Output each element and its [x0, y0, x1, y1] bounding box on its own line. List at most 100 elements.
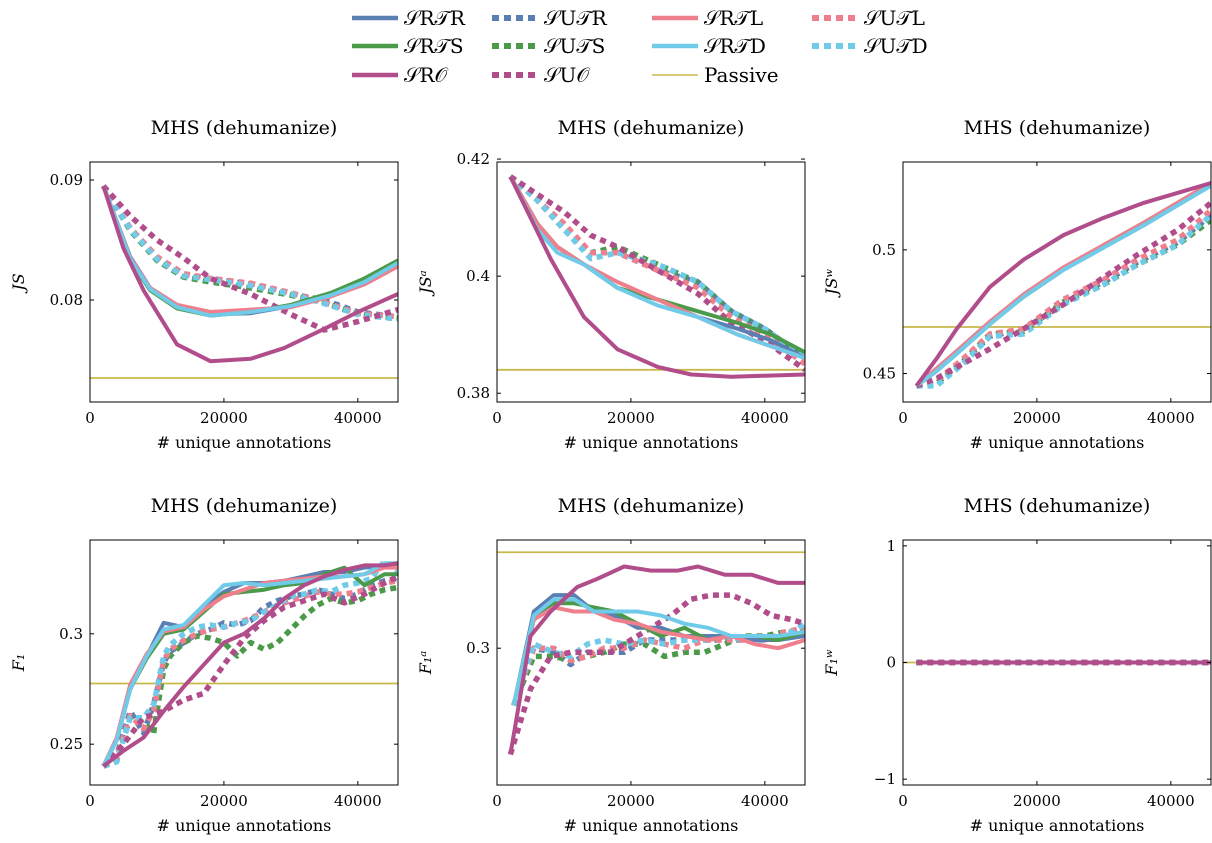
legend-label: 𝒮R𝒯R	[404, 6, 466, 30]
legend-item-r-l: 𝒮R𝒯L	[652, 6, 763, 30]
axes-frame	[496, 539, 806, 786]
series-line-r-o	[102, 561, 398, 768]
series-line-r-d	[101, 185, 398, 318]
series-line-u-l	[101, 578, 398, 769]
series-line-r-o	[914, 181, 1211, 388]
y-axis-label: F₁ʷ	[822, 649, 841, 677]
x-tick-label: 20000	[607, 409, 655, 427]
series-line-u-o	[101, 573, 398, 769]
legend-item-r-r: 𝒮R𝒯R	[352, 6, 466, 30]
x-tick-label: 0	[492, 409, 502, 427]
chart-panel-1: MHS (dehumanize) 0 20000 40000 0.08 0.09 # uni…	[9, 117, 399, 452]
series-line-r-d	[915, 183, 1211, 388]
axes-frame	[89, 161, 399, 403]
panel-title: MHS (dehumanize)	[558, 495, 745, 517]
legend-label: 𝒮U𝒪	[544, 63, 590, 87]
plot-area	[90, 558, 398, 769]
x-tick-label: 20000	[607, 792, 655, 810]
legend-label: 𝒮U𝒯R	[544, 6, 608, 30]
x-tick-label: 40000	[334, 792, 382, 810]
panel-title: MHS (dehumanize)	[964, 117, 1151, 139]
chart-panel-3: MHS (dehumanize) 0 20000 40000 0.45 0.5 # uniq…	[822, 117, 1212, 452]
legend-label: 𝒮R𝒪	[404, 63, 449, 87]
y-tick-label: 0.3	[466, 639, 490, 657]
panel-title: MHS (dehumanize)	[558, 117, 745, 139]
series-line-r-d	[511, 597, 805, 706]
panel-title: MHS (dehumanize)	[964, 495, 1151, 517]
series-line-u-d	[916, 213, 1211, 389]
y-tick-label: 0.09	[50, 171, 83, 189]
chart-panel-5: MHS (dehumanize) 0 20000 40000 0.3 # unique a…	[416, 495, 806, 835]
x-tick-label: 0	[492, 792, 502, 810]
legend-item-u-l: 𝒮U𝒯L	[812, 6, 925, 30]
y-tick-label: 1	[886, 537, 896, 555]
series-line-u-o	[915, 200, 1211, 389]
x-tick-label: 0	[898, 409, 908, 427]
x-tick-label: 20000	[200, 792, 248, 810]
y-tick-label: 0	[886, 654, 896, 672]
series-line-u-d	[511, 621, 805, 707]
chart-panel-4: MHS (dehumanize) 0 20000 40000 0.25 0.3 # uniq…	[9, 495, 399, 835]
x-tick-label: 40000	[741, 792, 789, 810]
x-tick-label: 40000	[1147, 409, 1195, 427]
panel-title: MHS (dehumanize)	[151, 495, 338, 517]
y-axis-label: F₁	[9, 654, 28, 673]
chart-grid: MHS (dehumanize) 0 20000 40000 0.08 0.09 # uni…	[9, 117, 1212, 835]
x-tick-label: 0	[85, 409, 95, 427]
chart-panel-6: MHS (dehumanize)0 20000 40000−101# unique …	[822, 495, 1212, 835]
legend-label: 𝒮R𝒯S	[404, 34, 464, 58]
y-tick-label: 0.38	[457, 384, 490, 402]
y-axis-label: JSᵃ	[416, 270, 435, 296]
x-tick-label: 0	[85, 792, 95, 810]
y-tick-label: 0.5	[872, 241, 896, 259]
x-axis-label: # unique annotations	[970, 816, 1145, 835]
y-tick-label: 0.45	[863, 365, 896, 383]
axes-frame	[89, 539, 399, 786]
x-axis-label: # unique annotations	[970, 433, 1145, 452]
x-tick-label: 20000	[1013, 409, 1061, 427]
y-axis-label: JS	[9, 273, 28, 293]
series-line-u-s	[102, 584, 398, 769]
x-tick-label: 20000	[200, 409, 248, 427]
series-line-u-d	[101, 184, 398, 322]
series-line-u-d	[508, 174, 805, 361]
plot-area	[90, 184, 398, 379]
x-axis-label: # unique annotations	[157, 433, 332, 452]
plot-area	[497, 174, 805, 379]
legend-label: 𝒮U𝒯L	[864, 6, 925, 30]
legend-label: 𝒮R𝒯L	[704, 6, 763, 30]
legend-item-r-o: 𝒮R𝒪	[352, 63, 449, 87]
legend-label: 𝒮U𝒯D	[864, 34, 928, 58]
legend-item-u-o: 𝒮U𝒪	[492, 63, 590, 87]
x-tick-label: 40000	[334, 409, 382, 427]
x-tick-label: 0	[898, 792, 908, 810]
legend-label: Passive	[704, 63, 779, 87]
legend-item-u-s: 𝒮U𝒯S	[492, 34, 605, 58]
y-tick-label: 0.4	[466, 267, 490, 285]
series-line-u-r	[511, 629, 805, 707]
axes-frame	[902, 161, 1212, 403]
y-tick-label: 0.3	[59, 625, 83, 643]
legend-item-passive: Passive	[652, 63, 779, 87]
series-line-r-d	[101, 561, 398, 768]
series-line-u-o	[508, 174, 805, 373]
legend-item-u-r: 𝒮U𝒯R	[492, 6, 608, 30]
x-tick-label: 20000	[1013, 792, 1061, 810]
x-axis-label: # unique annotations	[157, 816, 332, 835]
y-axis-label: F₁ᵃ	[416, 651, 435, 676]
series-line-r-r	[511, 593, 805, 706]
y-tick-label: 0.08	[50, 291, 83, 309]
axes-frame	[496, 161, 806, 403]
series-line-u-o	[101, 184, 398, 333]
series-line-r-r	[915, 183, 1211, 388]
legend-item-r-s: 𝒮R𝒯S	[352, 34, 464, 58]
legend-label: 𝒮U𝒯S	[544, 34, 605, 58]
legend-item-u-d: 𝒮U𝒯D	[812, 34, 928, 58]
legend-label: 𝒮R𝒯D	[704, 34, 766, 58]
legend-item-r-d: 𝒮R𝒯D	[652, 34, 766, 58]
y-tick-label: 0.42	[457, 150, 490, 168]
series-line-r-o	[508, 175, 805, 379]
x-axis-label: # unique annotations	[564, 433, 739, 452]
series-line-u-r	[101, 575, 398, 769]
